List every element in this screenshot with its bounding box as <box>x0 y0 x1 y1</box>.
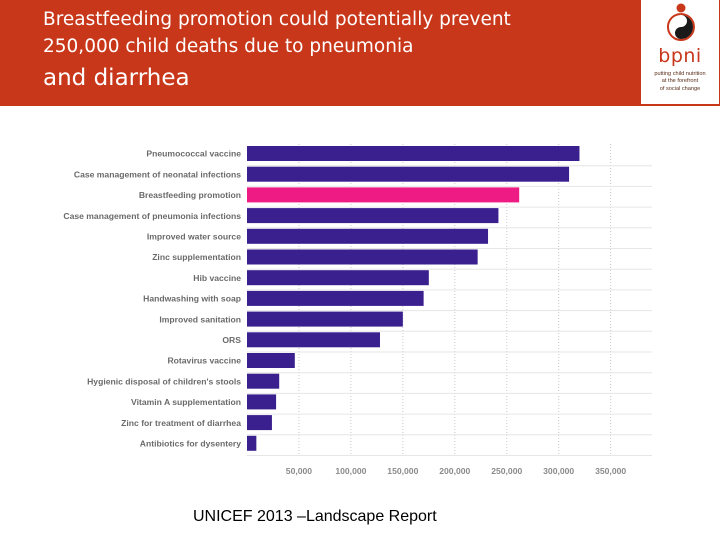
category-label-4: Improved water source <box>147 232 241 242</box>
category-label-9: ORS <box>222 335 241 345</box>
bar-12 <box>247 394 277 410</box>
bar-13 <box>247 415 272 431</box>
category-label-14: Antibiotics for dysentery <box>140 439 241 449</box>
bar-2 <box>247 187 520 203</box>
logo-wordmark: bpni <box>658 45 702 67</box>
x-tick-label-1: 100,000 <box>335 466 366 476</box>
category-label-5: Zinc supplementation <box>152 252 241 262</box>
category-label-11: Hygienic disposal of children's stools <box>87 376 241 386</box>
slide-title: Breastfeeding promotion could potentiall… <box>43 6 623 95</box>
x-tick-label-6: 350,000 <box>595 466 626 476</box>
bar-1 <box>247 166 570 182</box>
bar-chart: Pneumococcal vaccine Case management of n… <box>63 144 652 476</box>
category-label-12: Vitamin A supplementation <box>131 397 241 407</box>
bar-9 <box>247 332 380 348</box>
bar-4 <box>247 228 489 244</box>
category-label-1: Case management of neonatal infections <box>74 169 241 179</box>
title-banner: Breastfeeding promotion could potentiall… <box>0 0 720 106</box>
x-tick-label-5: 300,000 <box>543 466 574 476</box>
bar-14 <box>247 435 257 451</box>
x-tick-label-4: 250,000 <box>491 466 522 476</box>
title-line-2: 250,000 child deaths due to pneumonia <box>43 36 414 57</box>
category-label-6: Hib vaccine <box>193 273 241 283</box>
category-label-7: Handwashing with soap <box>143 294 241 304</box>
bar-6 <box>247 270 429 286</box>
category-label-10: Rotavirus vaccine <box>167 356 241 366</box>
title-line-1: Breastfeeding promotion could potentiall… <box>43 9 511 30</box>
source-caption: UNICEF 2013 –Landscape Report <box>193 508 437 525</box>
bar-3 <box>247 208 499 224</box>
bar-8 <box>247 311 403 327</box>
bar-5 <box>247 249 478 265</box>
x-tick-label-0: 50,000 <box>286 466 313 476</box>
category-label-2: Breastfeeding promotion <box>139 190 241 200</box>
x-tick-label-3: 200,000 <box>439 466 470 476</box>
category-label-8: Improved sanitation <box>159 314 241 324</box>
title-line-3: and diarrhea <box>43 65 190 91</box>
category-label-3: Case management of pneumonia infections <box>63 211 241 221</box>
bar-0 <box>247 146 580 161</box>
bar-10 <box>247 353 295 368</box>
x-tick-label-2: 150,000 <box>387 466 418 476</box>
logo-emblem-icon <box>666 3 695 41</box>
bar-11 <box>247 373 280 389</box>
category-label-0: Pneumococcal vaccine <box>146 149 241 159</box>
logo-tagline: putting child nutrition at the forefront… <box>654 71 706 92</box>
bpni-logo: bpni putting child nutrition at the fore… <box>641 0 719 104</box>
bar-7 <box>247 290 424 306</box>
category-label-13: Zinc for treatment of diarrhea <box>121 418 241 428</box>
